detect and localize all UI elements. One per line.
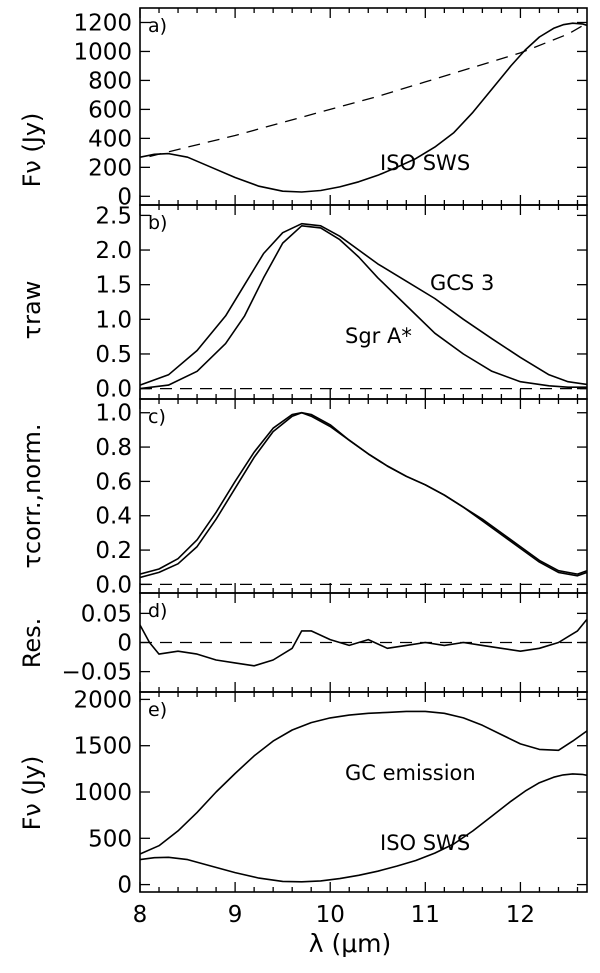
y-tick-label: 2000: [73, 687, 132, 713]
y-tick-label: 0.0: [95, 572, 132, 598]
y-tick-label: 1500: [73, 734, 132, 760]
y-tick-label: 0.5: [95, 342, 132, 368]
y-tick-label: 0.05: [81, 601, 132, 627]
x-tick-label: 8: [133, 902, 148, 928]
y-axis-label: Fν (Jy): [18, 113, 46, 188]
y-tick-label: 1.5: [95, 273, 132, 299]
y-tick-label: 800: [88, 68, 132, 94]
x-axis-label: λ (μm): [309, 929, 392, 958]
dashed-reference-line: [149, 22, 587, 158]
y-tick-label: 0: [117, 184, 132, 210]
series-line: [140, 710, 587, 855]
panel-label: e): [148, 699, 167, 721]
series-annotation: GC emission: [345, 761, 476, 785]
series-annotation: ISO SWS: [380, 831, 470, 855]
panel-frame: [139, 7, 588, 206]
panel-label: d): [148, 600, 167, 622]
panel-label: c): [148, 406, 166, 428]
y-tick-label: 0.2: [95, 538, 132, 564]
y-tick-label: 1000: [73, 39, 132, 65]
y-axis-label: τraw: [18, 281, 46, 340]
panel-d: −0.05 0 0.05 d) Res.: [18, 592, 588, 693]
y-axis-label: τcorr.,norm.: [18, 423, 46, 568]
panel-frame: [139, 398, 588, 594]
series-line: [140, 618, 587, 667]
panel-e: 0 500 1000 1500 2000 e) GC emission ISO SWS Fν (…: [18, 687, 588, 899]
x-tick-label: 9: [228, 902, 243, 928]
panel-b: 0.0 0.5 1.0 1.5 2.0 2.5 b) GCS 3 Sgr A* τraw: [18, 203, 588, 403]
y-tick-label: 0: [117, 873, 132, 899]
y-tick-label: 1000: [73, 780, 132, 806]
y-tick-label: 0.0: [95, 377, 132, 403]
panels: 0 200 400 600 800 1000 1200 a) ISO SWS Fν (Jy) 0.0…: [18, 7, 588, 899]
y-tick-label: 0: [117, 631, 132, 657]
series-annotation: ISO SWS: [380, 151, 470, 175]
panel-label: a): [148, 15, 167, 37]
y-tick-label: 600: [88, 97, 132, 123]
x-tick-labels: 8 9 10 11 12: [133, 902, 535, 928]
series-line: [140, 222, 587, 386]
panel-c: 0.0 0.2 0.4 0.6 0.8 1.0 c) τcorr.,norm.: [18, 398, 588, 598]
series-line: [140, 22, 587, 193]
y-tick-label: 0.4: [95, 504, 132, 530]
series-annotation: GCS 3: [430, 271, 494, 295]
y-tick-label: 400: [88, 126, 132, 152]
panel-label: b): [148, 212, 167, 234]
y-axis-label: Fν (Jy): [18, 756, 46, 831]
y-tick-label: 0.8: [95, 435, 132, 461]
y-axis-label: Res.: [18, 618, 46, 669]
series-line: [140, 411, 587, 575]
y-tick-label: 200: [88, 155, 132, 181]
x-tick-label: 12: [506, 902, 535, 928]
y-tick-label: 2.0: [95, 238, 132, 264]
series-line: [140, 225, 587, 390]
y-tick-label: 1.0: [95, 401, 132, 427]
x-tick-label: 11: [411, 902, 440, 928]
y-tick-label: 0.6: [95, 469, 132, 495]
y-tick-label: 2.5: [95, 203, 132, 229]
y-tick-label: −0.05: [62, 660, 132, 686]
y-tick-label: 1200: [73, 10, 132, 36]
series-annotation: Sgr A*: [345, 324, 412, 348]
panel-a: 0 200 400 600 800 1000 1200 a) ISO SWS Fν (Jy): [18, 7, 588, 210]
y-tick-label: 1.0: [95, 307, 132, 333]
x-tick-label: 10: [316, 902, 345, 928]
series-line: [140, 411, 587, 579]
y-tick-label: 500: [88, 826, 132, 852]
panel-frame: [139, 691, 588, 893]
series-line: [140, 773, 587, 883]
panel-frame: [139, 204, 588, 400]
